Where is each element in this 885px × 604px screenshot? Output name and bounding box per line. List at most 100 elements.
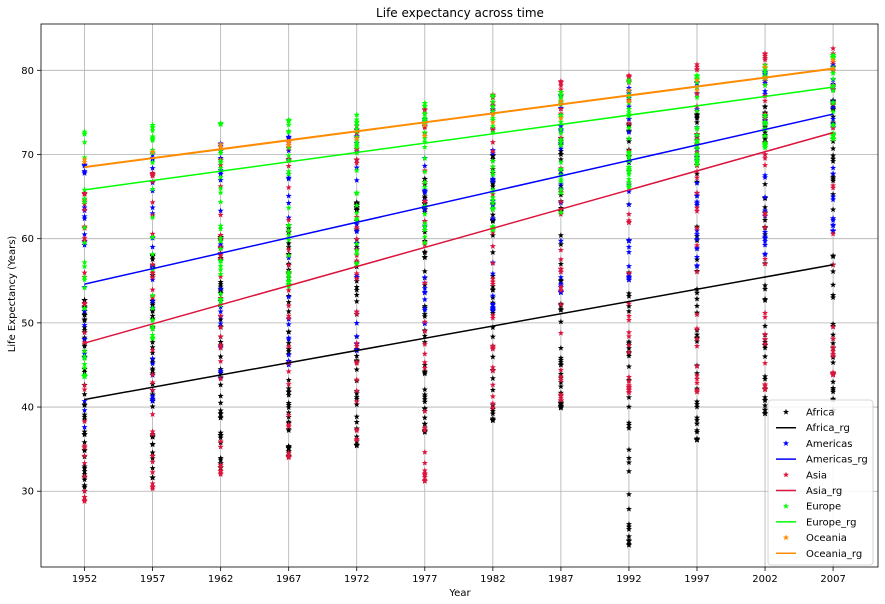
europe-point	[421, 210, 428, 217]
oceania-point	[693, 87, 701, 94]
asia-point	[830, 124, 837, 131]
americas-point	[217, 169, 224, 175]
africa-point	[353, 442, 360, 448]
americas-point	[149, 276, 156, 283]
europe-point	[762, 132, 769, 139]
africa-point	[81, 439, 88, 445]
asia-point	[489, 280, 496, 287]
series-europe	[81, 51, 837, 380]
africa-point	[693, 232, 701, 239]
europe-point	[421, 223, 428, 230]
africa-point	[217, 353, 224, 360]
series-americas-rg	[84, 113, 834, 285]
asia-point	[217, 468, 224, 475]
americas-point	[421, 162, 428, 169]
americas-point	[489, 177, 496, 183]
africa-point	[217, 316, 224, 323]
legend-entry-africa-rg: Africa_rg	[776, 423, 850, 434]
asia-point	[625, 300, 632, 307]
europe-point	[421, 155, 428, 161]
europe-point	[489, 171, 496, 178]
africa-point	[285, 413, 292, 420]
africa-point	[489, 410, 496, 417]
africa-point	[625, 537, 632, 543]
africa-point	[81, 430, 88, 437]
europe-point	[693, 94, 701, 101]
series-europe-rg	[84, 86, 834, 191]
europe-point	[489, 168, 496, 174]
africa-point	[625, 293, 632, 299]
europe-point	[625, 124, 632, 131]
africa-point	[762, 129, 769, 136]
europe-point	[353, 189, 360, 196]
asia-point	[557, 287, 564, 294]
americas-point	[353, 177, 360, 183]
africa-point	[762, 103, 769, 110]
asia-point	[557, 301, 564, 308]
africa-point	[830, 206, 837, 213]
africa-point	[693, 289, 701, 296]
americas-point	[285, 147, 292, 154]
asia-point	[489, 278, 496, 285]
africa-point	[149, 367, 156, 373]
europe-point	[625, 93, 632, 100]
africa-point	[353, 277, 360, 284]
asia-point	[353, 275, 360, 282]
africa-point	[693, 403, 701, 410]
asia-point	[762, 56, 769, 63]
africa-point	[625, 454, 632, 461]
africa-point	[762, 410, 769, 416]
africa-point	[421, 370, 428, 377]
x-tick-label-1952: 1952	[72, 574, 97, 585]
asia-point	[489, 314, 496, 321]
africa-point	[353, 390, 360, 396]
africa-point	[557, 361, 564, 368]
asia-point	[421, 328, 428, 335]
europe-point	[625, 179, 632, 185]
europe-rg-line	[84, 86, 834, 191]
europe-point	[557, 136, 564, 143]
europe-point	[285, 231, 292, 238]
europe-point	[421, 114, 428, 121]
europe-point	[830, 132, 837, 138]
europe-point	[489, 98, 496, 105]
africa-point	[81, 311, 88, 318]
europe-point	[285, 227, 292, 234]
europe-point	[557, 209, 564, 216]
africa-point	[285, 376, 292, 383]
americas-point	[693, 193, 701, 199]
americas-point	[353, 228, 360, 235]
europe-point	[421, 168, 428, 175]
asia-point	[421, 467, 428, 474]
europe-point	[557, 159, 564, 165]
europe-point	[285, 270, 292, 277]
europe-point	[421, 202, 428, 209]
americas-point	[762, 87, 769, 94]
asia-point	[762, 386, 769, 392]
europe-point	[625, 105, 632, 112]
asia-point	[149, 269, 156, 276]
americas-point	[489, 215, 496, 222]
americas-point	[625, 237, 632, 244]
africa-point	[489, 283, 496, 289]
europe-point	[217, 262, 224, 269]
africa-point	[693, 302, 701, 309]
americas-point	[81, 321, 88, 328]
africa-point	[421, 386, 428, 393]
asia-point	[217, 443, 224, 450]
europe-point	[693, 79, 701, 86]
africa-point	[830, 253, 837, 260]
oceania-point	[830, 65, 837, 72]
asia-point	[625, 388, 632, 395]
europe-point	[285, 281, 292, 288]
africa-point	[421, 228, 428, 235]
asia-point	[285, 368, 292, 375]
series-oceania	[81, 57, 837, 165]
y-tick-label-60: 60	[21, 234, 34, 245]
europe-point	[353, 209, 360, 216]
africa-point	[489, 232, 496, 238]
africa-point	[149, 365, 156, 372]
asia-point	[421, 197, 428, 204]
europe-point	[217, 290, 224, 297]
africa-point	[557, 359, 564, 365]
